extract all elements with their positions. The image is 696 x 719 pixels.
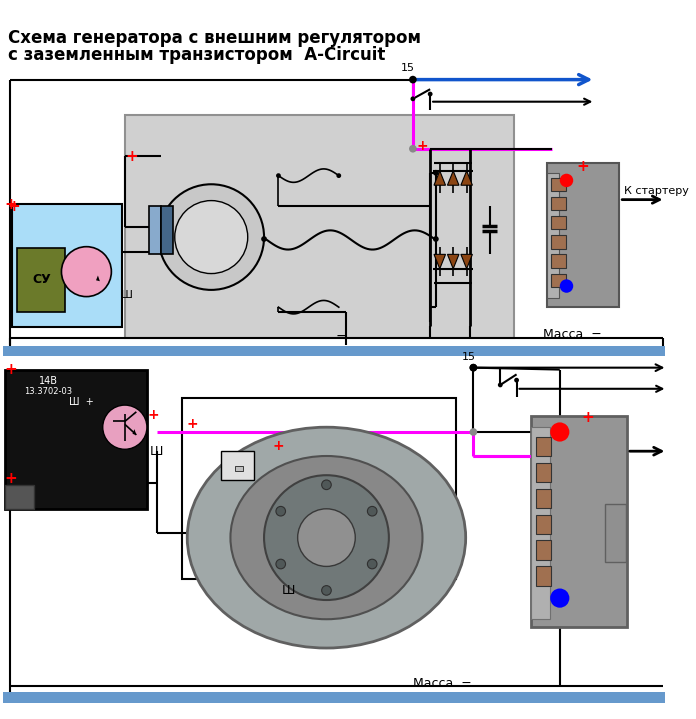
Circle shape — [560, 279, 574, 293]
Circle shape — [103, 405, 147, 449]
Bar — [536, 463, 551, 482]
Bar — [536, 489, 551, 508]
Circle shape — [276, 559, 285, 569]
Bar — [12, 204, 122, 327]
Circle shape — [261, 236, 267, 242]
Polygon shape — [96, 275, 100, 281]
Polygon shape — [461, 171, 473, 186]
Bar — [149, 206, 161, 255]
Text: К стартеру: К стартеру — [624, 186, 689, 196]
Ellipse shape — [230, 456, 422, 619]
Circle shape — [276, 506, 285, 516]
Bar — [605, 504, 626, 562]
Bar — [17, 247, 65, 312]
Circle shape — [61, 247, 111, 297]
Text: с заземленным транзистором  A-Circuit: с заземленным транзистором A-Circuit — [8, 46, 385, 64]
Text: 13.3702-03: 13.3702-03 — [24, 387, 72, 396]
Circle shape — [367, 559, 377, 569]
Bar — [235, 466, 243, 472]
Text: 15: 15 — [401, 63, 415, 73]
Circle shape — [322, 585, 331, 595]
Bar — [5, 370, 147, 509]
Text: +: + — [187, 417, 198, 431]
Polygon shape — [461, 255, 473, 269]
Circle shape — [409, 145, 417, 152]
Bar — [551, 216, 566, 229]
Bar — [536, 515, 551, 533]
Text: +: + — [273, 439, 284, 454]
Text: +: + — [5, 470, 17, 485]
Text: +: + — [126, 149, 139, 164]
Text: СУ: СУ — [32, 273, 51, 286]
Circle shape — [264, 475, 389, 600]
Text: Ш  +: Ш + — [69, 397, 94, 407]
Bar — [182, 398, 456, 579]
Circle shape — [336, 173, 341, 178]
Circle shape — [433, 170, 438, 175]
Circle shape — [298, 509, 355, 567]
Text: +: + — [417, 139, 428, 153]
Circle shape — [433, 236, 438, 242]
Text: +: + — [581, 410, 594, 425]
Text: Ш: Ш — [121, 290, 133, 300]
Bar — [3, 692, 665, 702]
Circle shape — [560, 174, 574, 187]
Circle shape — [514, 377, 519, 383]
Text: +: + — [8, 199, 20, 214]
Bar — [551, 178, 566, 191]
Circle shape — [470, 364, 477, 372]
Text: +: + — [5, 197, 17, 212]
Bar — [531, 427, 550, 619]
Circle shape — [550, 589, 569, 608]
Bar — [125, 115, 514, 338]
Text: −: − — [335, 329, 347, 343]
Bar — [5, 485, 33, 509]
Polygon shape — [448, 171, 459, 186]
Bar — [547, 173, 559, 298]
Circle shape — [470, 364, 477, 372]
Bar — [161, 206, 173, 255]
Circle shape — [498, 383, 503, 388]
Text: Схема генератора с внешним регулятором: Схема генератора с внешним регулятором — [8, 29, 420, 47]
Circle shape — [411, 96, 416, 101]
Polygon shape — [434, 171, 445, 186]
Ellipse shape — [187, 427, 466, 648]
Circle shape — [276, 173, 281, 178]
Text: Масса  −: Масса − — [542, 328, 601, 341]
Circle shape — [470, 428, 477, 436]
Bar — [551, 273, 566, 287]
Polygon shape — [448, 255, 459, 269]
Bar — [536, 541, 551, 559]
Bar — [551, 255, 566, 267]
Circle shape — [428, 91, 432, 96]
Text: +: + — [148, 408, 159, 422]
Circle shape — [409, 75, 417, 83]
Text: +: + — [5, 362, 17, 377]
Polygon shape — [132, 429, 136, 435]
Circle shape — [322, 480, 331, 490]
Bar — [531, 416, 627, 627]
Text: Масса  −: Масса − — [413, 677, 472, 690]
Text: 14В: 14В — [38, 376, 58, 386]
Text: 15: 15 — [461, 352, 475, 362]
Polygon shape — [434, 255, 445, 269]
Circle shape — [550, 422, 569, 441]
Bar — [3, 346, 665, 356]
Bar — [536, 567, 551, 585]
Text: Ш: Ш — [281, 584, 294, 597]
Text: Ш: Ш — [150, 444, 163, 458]
Bar — [551, 235, 566, 249]
Bar — [221, 452, 255, 480]
Circle shape — [367, 506, 377, 516]
Circle shape — [159, 184, 264, 290]
Circle shape — [175, 201, 248, 273]
Text: +: + — [576, 158, 590, 173]
Bar — [536, 437, 551, 456]
Bar — [551, 197, 566, 210]
Bar — [547, 163, 619, 307]
